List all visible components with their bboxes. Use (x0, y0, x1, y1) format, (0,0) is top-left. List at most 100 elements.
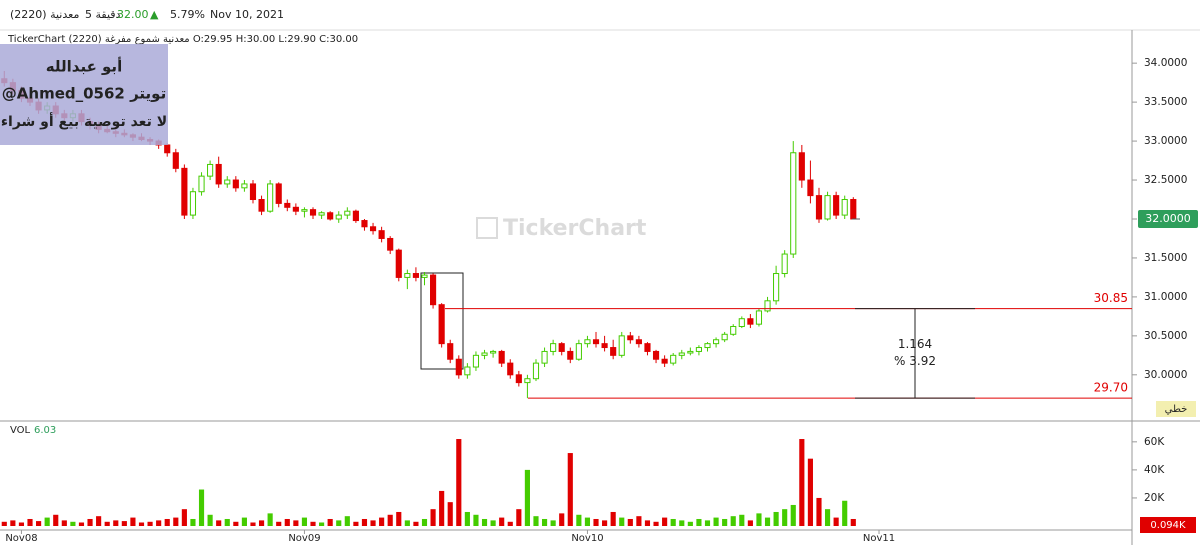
last-price-label: 32.0000 (1145, 212, 1191, 225)
volume-bar (782, 509, 788, 526)
volume-bar (421, 518, 428, 526)
watermark-icon (476, 217, 498, 239)
last-price-box (1138, 209, 1198, 228)
volume-bar (807, 458, 813, 526)
volume-bar (233, 521, 239, 526)
candle-body (781, 253, 788, 275)
volume-bar (524, 469, 530, 526)
volume-bar (687, 521, 693, 526)
volume-bar (550, 520, 556, 526)
volume-bar (790, 504, 796, 526)
candle-body (687, 350, 694, 354)
candle-body (455, 358, 462, 376)
volume-bar (824, 509, 831, 526)
candle-body (472, 354, 480, 368)
x-tick-label: Nov11 (863, 533, 895, 544)
candle-body (412, 273, 419, 278)
candle-body (498, 350, 505, 364)
volume-bar (619, 517, 625, 526)
volume-bar (53, 514, 59, 526)
arrow: ▲ (150, 8, 159, 21)
candle-body (181, 167, 188, 216)
volume-title: VOL (10, 425, 31, 436)
plot: 30.0000 30.5000 31.0000 31.5000 32.0000 32.50… (1, 57, 1198, 544)
volume-bar (439, 490, 445, 526)
x-tick-label: Nov08 (5, 533, 37, 544)
volume-bar (747, 520, 753, 526)
note-line: أبو عبدالله (46, 57, 122, 76)
measure-label: % 3.92 (894, 354, 936, 368)
y-tick-label: 30.0000 (1144, 369, 1187, 381)
volume-bar (722, 518, 728, 526)
volume-bar (696, 518, 702, 526)
volume-bar (190, 518, 196, 526)
volume-bar (36, 521, 42, 526)
volume-bar (499, 517, 505, 526)
candle-body (670, 354, 677, 364)
y-tick-label: 33.5000 (1144, 96, 1187, 108)
volume-bar (173, 517, 179, 526)
volume-bar (833, 517, 839, 526)
candle-body (258, 199, 265, 212)
volume-bar (507, 521, 513, 526)
volume-bar (113, 520, 119, 526)
volume-bar (353, 521, 359, 526)
info-line: TickerChart معدنية شموع مفرغة (2220) O:2… (7, 34, 358, 45)
volume-bar (258, 520, 265, 526)
candle-body (721, 333, 728, 341)
candle-body (301, 209, 308, 212)
candle-body (164, 144, 171, 154)
volume-bar (842, 500, 848, 526)
note-line: لا تعد توصية بيع أو شراء (1, 112, 167, 130)
volume-bar (816, 497, 822, 526)
volume-bar (413, 521, 419, 526)
volume-bar (250, 522, 256, 526)
candle-body (404, 273, 411, 278)
y-tick-label: 34.0000 (1144, 57, 1187, 69)
volume-bar (276, 521, 282, 526)
scale-label: خطي (1165, 404, 1188, 415)
volume-bar (490, 520, 496, 526)
volume-value: 6.03 (34, 425, 56, 436)
watermark: TickerChart (503, 216, 647, 241)
candle-body (275, 183, 282, 204)
volume-bar (662, 517, 668, 526)
candle-body (635, 339, 642, 345)
note-line: @Ahmed_0562 تويتر (2, 85, 166, 103)
candle-body (841, 199, 848, 216)
candle-body (833, 195, 840, 216)
volume-bar (447, 502, 453, 526)
volume-bar (319, 522, 325, 526)
volume-bar (344, 516, 350, 526)
y-tick-label: 31.0000 (1144, 291, 1187, 303)
level-label: 30.85 (1094, 291, 1128, 305)
candle-body (790, 152, 797, 255)
candle-body (764, 300, 771, 312)
volume-bar (387, 514, 393, 526)
volume-bar (78, 522, 85, 526)
volume-bar (216, 520, 222, 526)
candle-body (618, 335, 625, 356)
candle-body (515, 374, 522, 384)
volume-bar (602, 520, 608, 526)
candle-body (507, 362, 514, 376)
candle-body (738, 318, 745, 328)
volume-bar (10, 520, 16, 526)
volume-bar (850, 518, 856, 526)
last-volume-label: 0.094K (1150, 520, 1186, 531)
candle-body (189, 191, 197, 216)
volume-bar (284, 518, 290, 526)
candle-body (541, 350, 548, 364)
interval: 5 دقيقة (85, 8, 121, 21)
candle-body (584, 339, 591, 345)
volume-bar (516, 509, 522, 526)
volume-bar (121, 521, 127, 526)
volume-bar (1, 521, 7, 526)
volume-bar (533, 516, 539, 526)
candle-body (378, 230, 385, 239)
candle-body (447, 343, 454, 360)
volume-bar (130, 517, 136, 526)
candle-body (532, 362, 540, 380)
